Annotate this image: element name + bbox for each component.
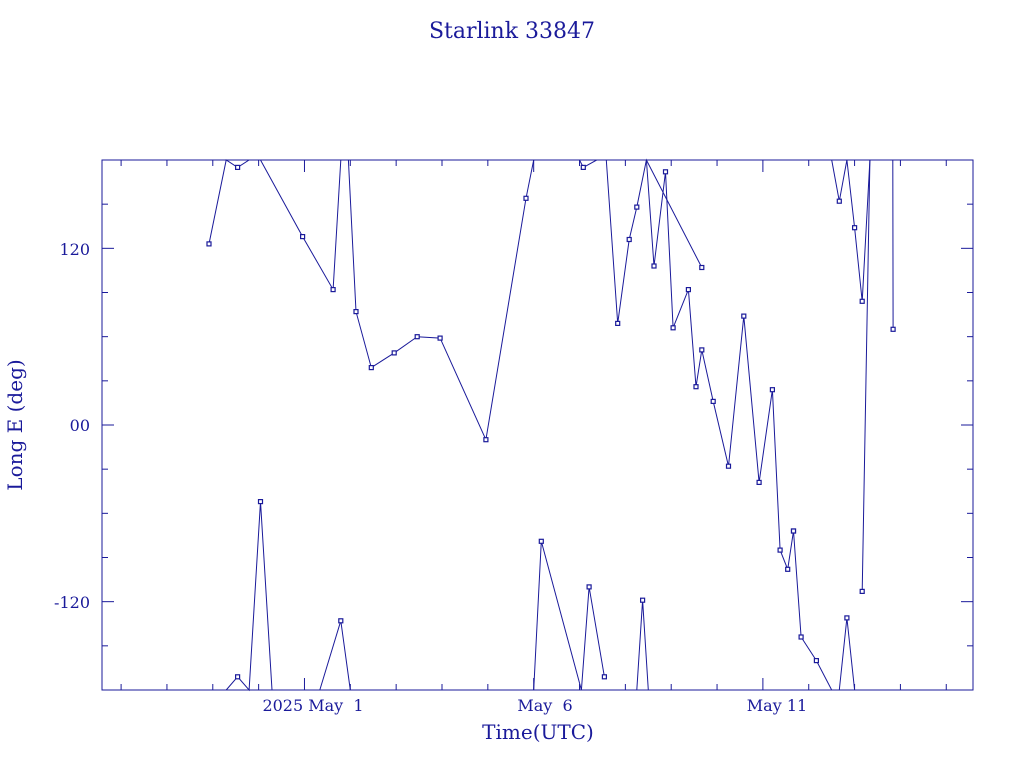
x-tick-label-may-6: May 6 [517,696,572,715]
data-point [699,264,705,271]
data-point [338,618,344,624]
axis-ticks [102,160,973,690]
data-point [693,384,699,390]
data-point [699,347,705,353]
data-point [798,634,804,640]
data-point [836,198,842,204]
series-line-segment-4 [793,530,863,691]
data-point [586,584,592,590]
x-tick-label-may-11: May 11 [747,696,807,715]
data-point [844,615,850,621]
chart-title: Starlink 33847 [429,19,595,44]
series-line-segment-1 [347,159,535,442]
data-point [851,225,858,231]
data-point [235,674,241,680]
data-point [615,320,621,326]
series-line-segment-9 [533,541,605,691]
series-line-segment-7 [225,501,273,692]
series-line-segment-10 [636,600,649,691]
data-point [859,588,865,595]
x-tick-label-may-1: 2025 May 1 [262,696,363,715]
data-point [353,309,359,315]
series-line-segment-0 [208,159,342,292]
data-point [437,335,443,341]
data-point [785,566,791,572]
y-tick-label-0: 00 [70,416,90,435]
data-point [368,365,374,371]
data-point [634,204,640,210]
data-point [741,313,747,319]
data-point [601,674,608,680]
data-point [790,528,797,534]
data-point [300,234,306,240]
series-line-segment-8 [319,620,351,691]
data-point [769,387,776,393]
data-point [330,287,336,293]
data-point [890,326,896,332]
data-point [414,334,420,340]
data-point [483,437,489,443]
data-point [651,263,657,269]
y-axis-label: Long E (deg) [3,359,27,490]
data-point [639,597,646,603]
data-point [626,236,632,243]
data-point [725,463,732,469]
series-markers [206,164,896,680]
data-point [685,287,692,293]
data-point [859,298,865,304]
data-point [257,499,264,505]
data-point [206,241,212,247]
x-axis-label: Time(UTC) [482,720,594,744]
data-point [710,398,716,404]
data-point [813,657,820,664]
data-point [777,547,783,553]
series-line-segment-3 [645,159,794,572]
data-point [580,164,586,170]
y-tick-label-120: 120 [59,240,90,259]
data-point [538,538,544,544]
series-line-segment-5 [861,159,894,592]
series-lines [208,158,894,692]
data-point [756,479,762,485]
series-line-segment-6 [831,159,871,302]
y-tick-label-minus-120: -120 [54,593,90,612]
data-point [391,350,397,356]
series-line-segment-2 [579,158,703,324]
data-point [670,325,676,331]
data-point [235,164,241,170]
data-point [523,195,529,201]
data-point [662,169,669,175]
